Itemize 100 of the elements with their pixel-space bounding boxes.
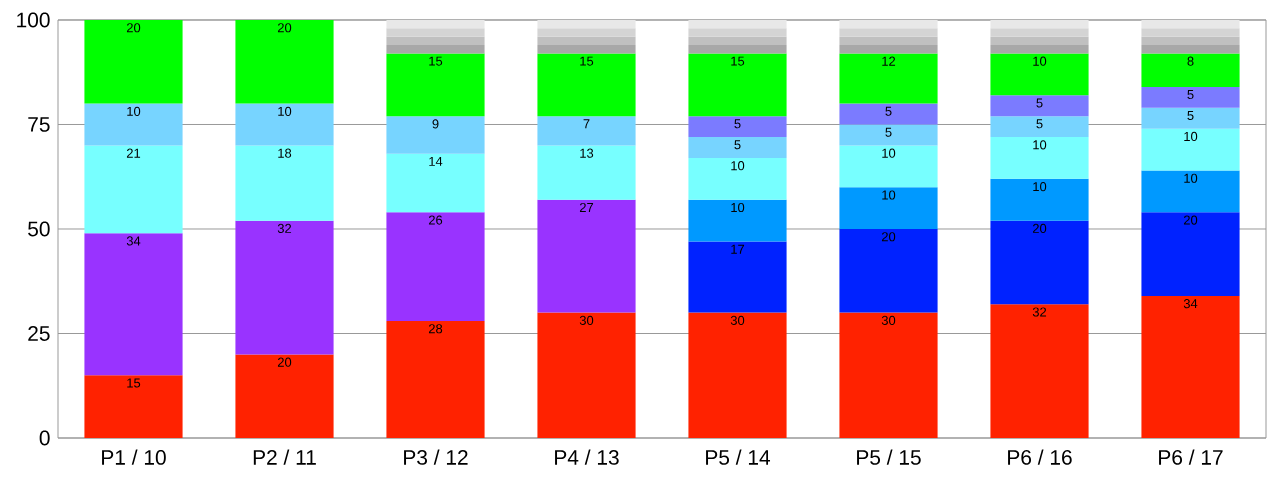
bar — [688, 157, 787, 200]
bar — [537, 145, 636, 200]
bar — [1141, 170, 1240, 213]
bar — [990, 304, 1089, 438]
bar — [839, 53, 938, 104]
bar — [990, 95, 1089, 117]
data-label: 10 — [731, 202, 745, 213]
bar — [839, 187, 938, 229]
bar — [386, 320, 485, 438]
data-label: 7 — [583, 119, 590, 129]
data-label: 20 — [277, 23, 292, 33]
data-label: 5 — [885, 127, 892, 137]
bar — [235, 354, 334, 438]
data-label: 27 — [579, 202, 594, 212]
bar — [386, 45, 485, 54]
data-label: 30 — [579, 315, 594, 325]
bar — [688, 20, 787, 29]
data-label: 15 — [580, 56, 594, 66]
bar — [235, 220, 334, 355]
data-label: 20 — [881, 232, 896, 242]
bar — [688, 53, 787, 117]
bar — [386, 153, 485, 213]
bar — [1141, 28, 1240, 37]
bar — [537, 199, 636, 313]
bar — [990, 116, 1089, 138]
data-label: 10 — [127, 106, 141, 116]
data-label: 20 — [126, 23, 141, 33]
bar — [537, 28, 636, 37]
bar — [839, 20, 938, 29]
x-tick-label: P5 / 15 — [857, 449, 921, 465]
x-tick-label: P6 / 17 — [1159, 449, 1223, 465]
data-label: 10 — [1033, 182, 1047, 192]
data-label: 20 — [277, 357, 292, 367]
bar — [688, 36, 787, 46]
data-label: 14 — [429, 156, 443, 166]
bar — [688, 45, 787, 54]
data-label: 5 — [1187, 90, 1194, 100]
bar — [839, 229, 938, 313]
bar — [1141, 128, 1240, 171]
bar — [386, 53, 485, 117]
x-tick-label: P5 / 14 — [706, 449, 771, 465]
data-label: 17 — [731, 244, 745, 254]
y-tick-label: 100 — [17, 12, 50, 28]
data-label: 10 — [278, 106, 292, 116]
bar — [235, 145, 334, 221]
bar — [84, 145, 183, 234]
data-label: 9 — [432, 119, 439, 129]
data-label: 34 — [1183, 299, 1198, 309]
x-tick-label: P6 / 16 — [1008, 449, 1072, 465]
data-label: 10 — [882, 148, 896, 158]
data-label: 32 — [277, 223, 292, 233]
data-label: 5 — [734, 140, 741, 150]
y-tick-label: 0 — [39, 430, 50, 446]
bar — [1141, 45, 1240, 54]
bar — [839, 45, 938, 54]
bar — [839, 145, 938, 188]
bar — [537, 45, 636, 54]
x-tick-label: P1 / 10 — [102, 449, 166, 465]
data-label: 5 — [885, 106, 892, 116]
data-label: 5 — [734, 119, 741, 129]
bar — [84, 233, 183, 376]
data-label: 15 — [731, 56, 745, 66]
bar — [839, 124, 938, 146]
bar — [1141, 107, 1240, 129]
bar — [386, 28, 485, 37]
bar — [990, 137, 1089, 179]
data-label: 15 — [127, 378, 141, 388]
data-label: 10 — [1033, 140, 1047, 150]
bar — [990, 45, 1089, 54]
bar — [990, 53, 1089, 96]
data-label: 12 — [882, 56, 896, 66]
data-label: 32 — [1032, 307, 1047, 317]
bar — [1141, 86, 1240, 108]
data-label: 30 — [881, 315, 896, 325]
bar — [235, 103, 334, 146]
y-tick-label: 50 — [28, 221, 50, 237]
data-label: 10 — [1033, 56, 1047, 66]
bar — [537, 36, 636, 46]
bar — [537, 20, 636, 29]
data-label: 34 — [126, 236, 141, 246]
bar — [688, 241, 787, 313]
bar — [84, 20, 183, 104]
bar — [1141, 20, 1240, 29]
bar — [990, 220, 1089, 305]
data-label: 5 — [1036, 119, 1043, 129]
data-label: 10 — [1184, 173, 1198, 183]
bar — [1141, 53, 1240, 87]
data-label: 20 — [1183, 215, 1198, 225]
bar — [839, 103, 938, 125]
data-label: 10 — [731, 161, 745, 171]
data-label: 21 — [126, 148, 141, 158]
data-label: 10 — [882, 190, 896, 200]
bar — [688, 199, 787, 242]
bar — [1141, 36, 1240, 46]
bar — [990, 178, 1089, 221]
bar — [839, 312, 938, 438]
bar — [537, 53, 636, 117]
data-label: 28 — [428, 324, 443, 334]
bar — [1141, 295, 1240, 438]
y-tick-label: 25 — [28, 326, 50, 341]
